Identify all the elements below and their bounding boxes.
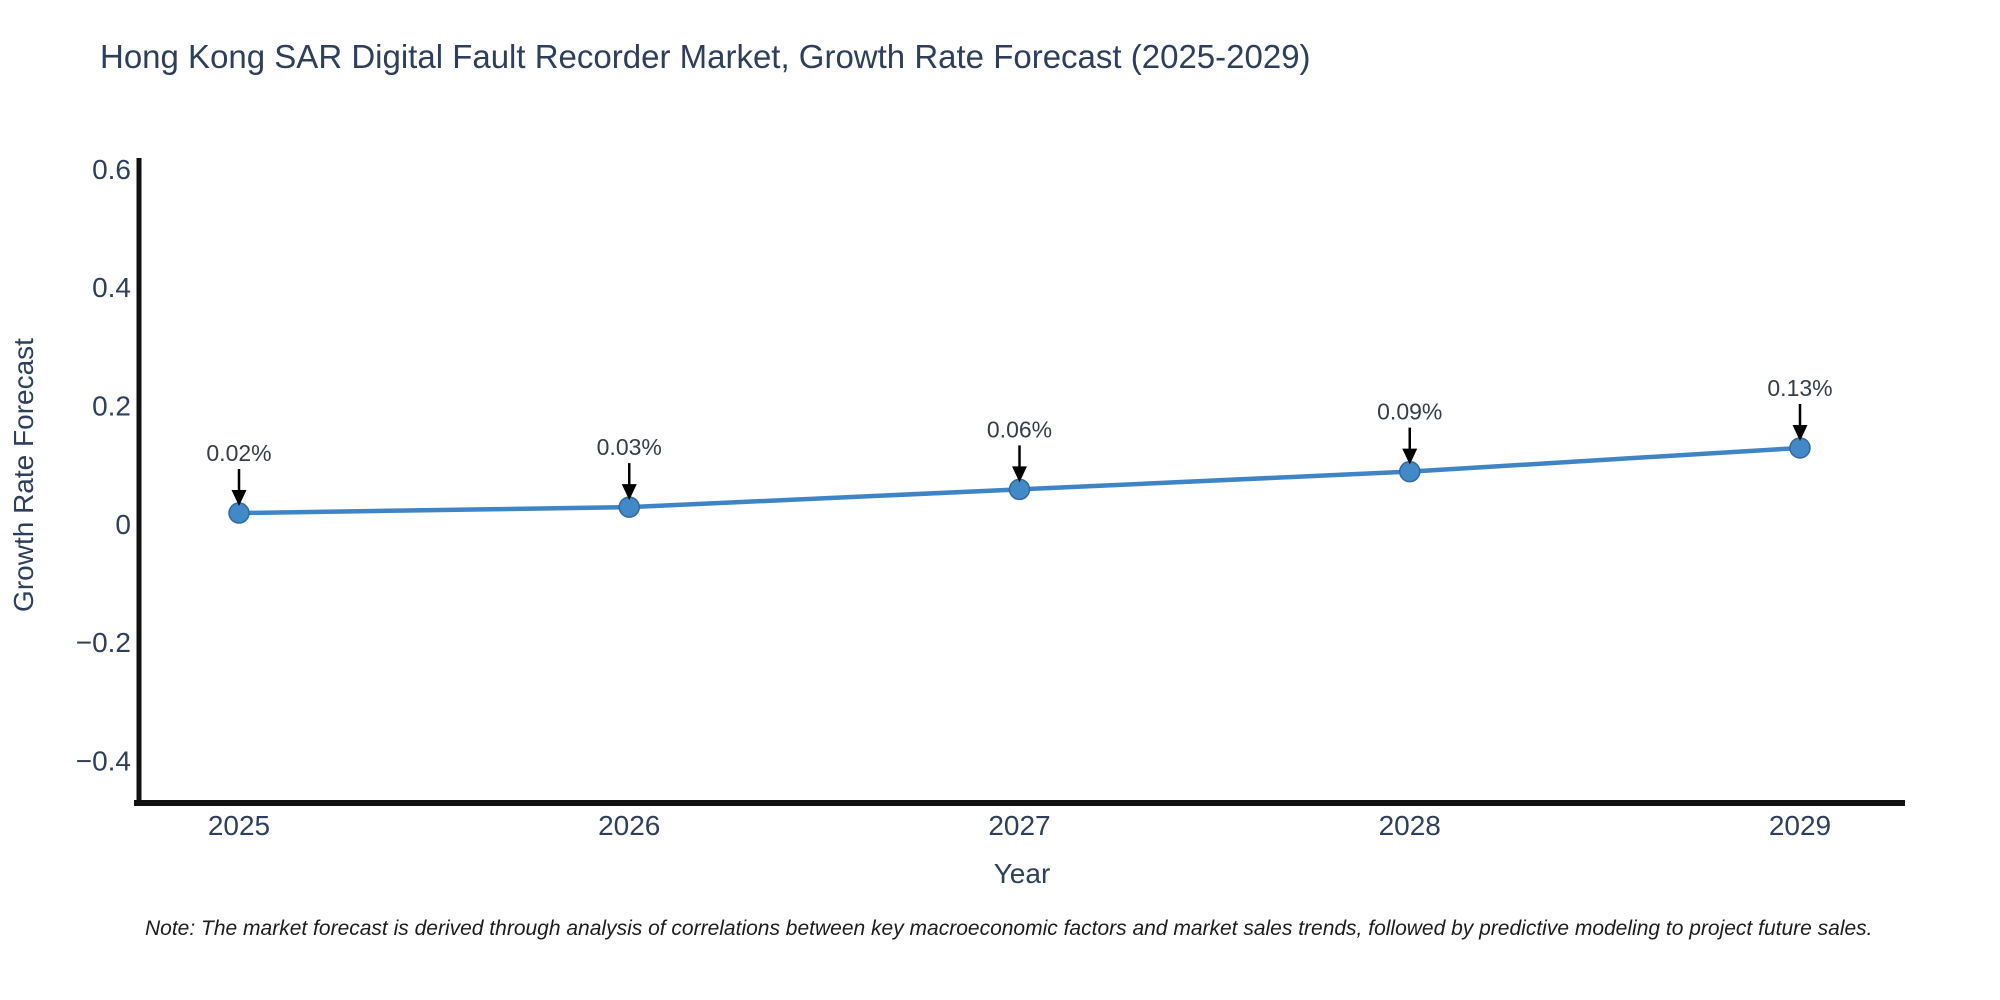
- y-tick-label: 0.4: [92, 272, 131, 303]
- annotation-arrowhead: [1792, 424, 1808, 441]
- annotation-arrowhead: [621, 484, 637, 501]
- annotation-arrowhead: [1012, 466, 1027, 483]
- y-tick-label: −0.2: [76, 627, 131, 658]
- y-tick-label: −0.4: [76, 746, 131, 777]
- y-tick-label: 0.6: [92, 154, 131, 185]
- data-point-annotation: 0.13%: [1767, 375, 1832, 401]
- x-tick-label: 2028: [1379, 810, 1441, 841]
- y-tick-label: 0: [115, 509, 131, 540]
- data-point: [228, 502, 250, 524]
- x-tick-label: 2029: [1769, 810, 1831, 841]
- annotation-arrowhead: [231, 490, 247, 507]
- chart-title: Hong Kong SAR Digital Fault Recorder Mar…: [100, 38, 1311, 75]
- x-tick-label: 2026: [598, 810, 660, 841]
- x-tick-label: 2025: [208, 810, 270, 841]
- data-point-annotation: 0.02%: [206, 440, 271, 466]
- x-tick-label: 2027: [988, 810, 1050, 841]
- y-tick-label: 0.2: [92, 391, 131, 422]
- annotation-arrowhead: [1402, 448, 1418, 465]
- footnote: Note: The market forecast is derived thr…: [145, 917, 1873, 940]
- data-point-annotation: 0.09%: [1377, 399, 1442, 425]
- x-axis-title: Year: [993, 858, 1051, 889]
- data-point-annotation: 0.06%: [987, 416, 1052, 442]
- data-point-annotation: 0.03%: [597, 434, 662, 460]
